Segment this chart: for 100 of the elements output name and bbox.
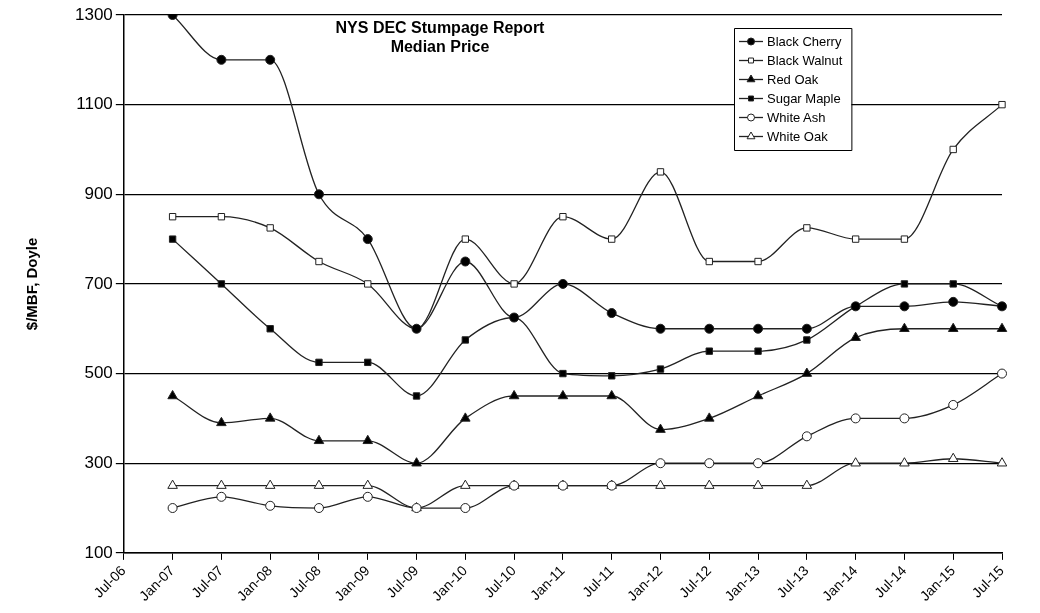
point (216, 479, 227, 489)
point (508, 389, 520, 400)
point (167, 503, 178, 514)
point (655, 458, 666, 469)
point (997, 368, 1007, 379)
point (705, 257, 713, 266)
y-tick-label: 300 (84, 452, 113, 472)
point (510, 280, 518, 288)
point (606, 389, 617, 400)
point (996, 322, 1008, 332)
point (557, 278, 568, 289)
point (899, 301, 910, 312)
point (801, 367, 813, 377)
point (752, 479, 764, 489)
point (850, 413, 861, 424)
legend-label: Black Cherry (767, 34, 842, 50)
point (460, 256, 471, 267)
point (559, 213, 567, 221)
point (460, 479, 471, 489)
text: NYS DEC Stumpage Report Median Price (334, 18, 546, 56)
point (364, 280, 372, 288)
legend-label: Red Oak (767, 72, 819, 88)
point (996, 457, 1008, 467)
point (899, 413, 910, 424)
y-axis-title: $/MBF, Doyle (23, 237, 41, 331)
point (900, 235, 909, 243)
point (606, 308, 617, 319)
point (265, 500, 276, 511)
point (217, 280, 226, 288)
point (362, 234, 373, 245)
point (216, 54, 227, 65)
point (801, 323, 812, 334)
point (949, 145, 957, 154)
point (655, 479, 666, 489)
point (803, 224, 811, 232)
y-tick-label: 700 (84, 273, 113, 293)
point (168, 235, 177, 243)
point (656, 168, 665, 176)
y-tick-label: 1300 (74, 4, 113, 24)
point (362, 479, 374, 489)
point (265, 54, 276, 65)
point (460, 503, 471, 514)
point (216, 491, 227, 502)
point (947, 322, 959, 332)
point (313, 189, 324, 200)
point (948, 296, 959, 307)
point (704, 479, 715, 489)
point (461, 235, 470, 243)
y-tick-label: 900 (84, 183, 113, 203)
point (801, 431, 812, 442)
point (947, 452, 959, 462)
y-tick-label: 100 (84, 542, 113, 562)
point (315, 358, 323, 367)
point (754, 257, 762, 266)
point (754, 347, 762, 355)
point (850, 457, 861, 467)
point (900, 280, 909, 288)
point (608, 372, 616, 380)
legend-label: Sugar Maple (767, 91, 841, 107)
point (899, 457, 910, 467)
point (461, 336, 470, 344)
point (313, 503, 324, 514)
point (753, 458, 764, 469)
point (559, 369, 567, 378)
point (412, 392, 421, 400)
point (803, 336, 811, 344)
point (168, 213, 177, 221)
point (216, 416, 227, 427)
point (364, 358, 372, 367)
point (313, 479, 325, 489)
point (266, 325, 274, 333)
point (949, 280, 957, 288)
legend-label: White Ash (767, 110, 826, 126)
point (948, 399, 959, 410)
point (705, 347, 713, 355)
point (850, 331, 861, 341)
point (460, 412, 471, 422)
point (315, 257, 323, 266)
point (655, 423, 666, 433)
y-tick-label: 1100 (76, 94, 113, 114)
point (362, 434, 374, 445)
point (557, 389, 569, 400)
point (851, 235, 860, 243)
point (899, 322, 910, 332)
point (608, 235, 616, 243)
y-tick-label: 500 (84, 363, 113, 383)
point (266, 224, 274, 232)
point (264, 479, 276, 489)
point (655, 323, 666, 334)
point (217, 213, 226, 221)
legend-label: White Oak (767, 129, 829, 145)
point (998, 100, 1006, 109)
point (313, 434, 325, 445)
point (167, 479, 178, 489)
point (656, 365, 665, 373)
point (167, 389, 178, 400)
point (704, 412, 715, 422)
point (801, 479, 813, 489)
point (704, 323, 715, 334)
point (753, 323, 764, 334)
